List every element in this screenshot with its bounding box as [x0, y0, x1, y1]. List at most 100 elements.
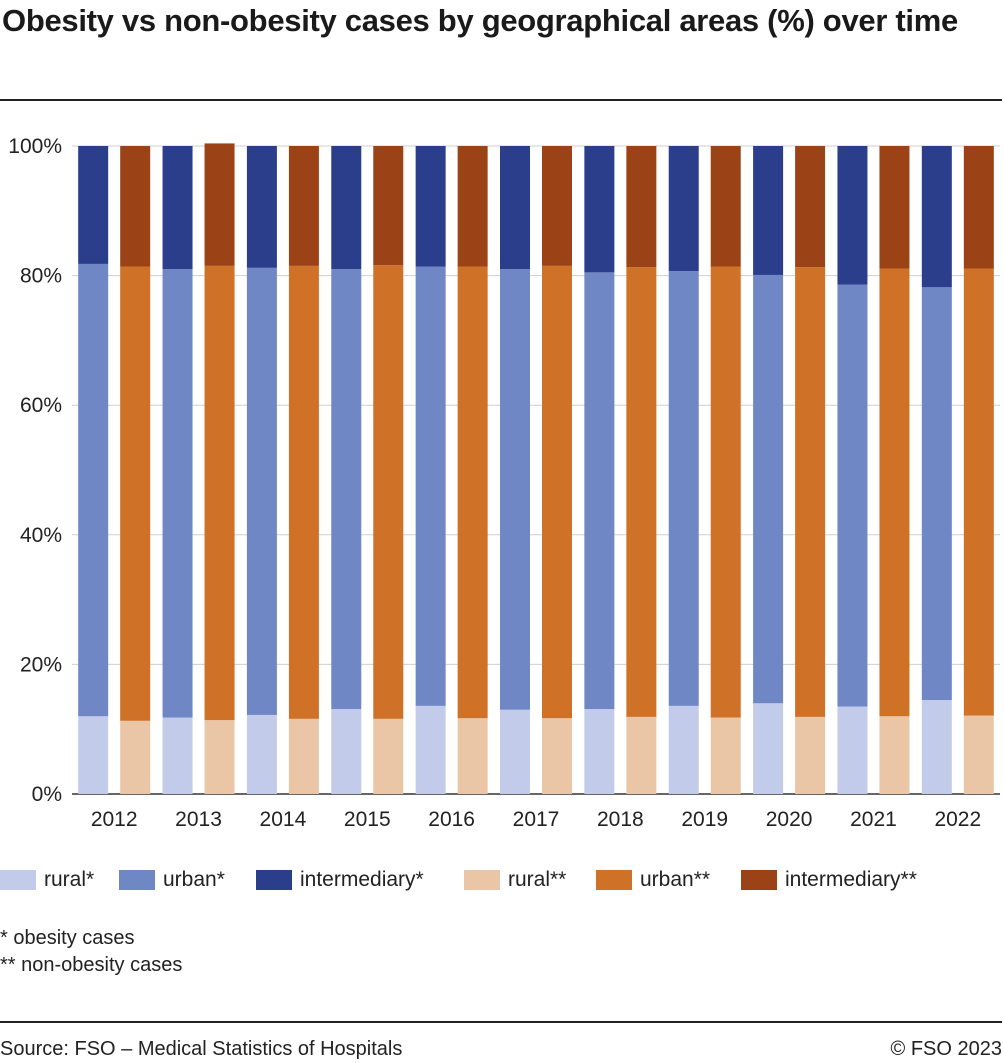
x-tick-label: 2019 — [681, 808, 728, 831]
bar-segment — [710, 146, 741, 267]
bar-segment — [120, 266, 151, 721]
bar-segment — [626, 267, 657, 717]
y-tick-label: 40% — [20, 524, 62, 547]
bar-segment — [963, 146, 994, 269]
legend-label: urban* — [163, 868, 225, 891]
bar-segment — [373, 146, 404, 266]
bar-segment — [921, 287, 952, 701]
bar-segment — [710, 717, 741, 794]
bar-segment — [204, 720, 235, 794]
bar-segment — [204, 265, 235, 721]
x-tick-label: 2016 — [428, 808, 475, 831]
bar-segment — [626, 716, 657, 794]
bar-segment — [668, 271, 699, 706]
x-tick-label: 2013 — [175, 808, 222, 831]
chart-title: Obesity vs non-obesity cases by geograph… — [2, 3, 958, 38]
bar-segment — [415, 266, 446, 706]
bar-segment — [78, 263, 109, 717]
bar-segment — [584, 146, 615, 273]
bottom-rule — [0, 1021, 1002, 1023]
bar-segment — [288, 718, 319, 794]
bar-segment — [415, 146, 446, 267]
bar-segment — [500, 709, 530, 794]
bar-segment — [331, 709, 362, 794]
legend-swatch — [741, 870, 777, 890]
y-axis-ticks: 0% 20% 40% 60% 80% 100% — [8, 135, 62, 806]
legend-swatch — [596, 870, 632, 890]
bar-segment — [542, 265, 572, 719]
bar-segment — [415, 705, 446, 794]
bar-segment — [246, 714, 277, 794]
bar-segment — [795, 146, 826, 268]
x-axis-ticks: 2012 2013 2014 2015 2016 2017 2018 2019 2020 2021… — [91, 808, 981, 831]
legend-swatch — [0, 870, 36, 890]
bar-segment — [837, 284, 868, 707]
y-tick-label: 80% — [20, 265, 62, 288]
bar-segment — [963, 268, 994, 716]
bar-segment — [373, 265, 404, 719]
bar-segment — [162, 717, 193, 794]
legend-item-urban-non-obesity: urban** — [596, 866, 710, 894]
bar-segment — [542, 718, 572, 794]
bar-segment — [837, 146, 868, 285]
x-tick-label: 2021 — [850, 808, 897, 831]
bar-segment — [162, 269, 193, 718]
bar-segment — [331, 146, 362, 270]
source-note: Source: FSO – Medical Statistics of Hosp… — [0, 1038, 403, 1060]
bar-segment — [668, 146, 699, 272]
x-tick-label: 2020 — [766, 808, 813, 831]
bar-segment — [879, 716, 910, 794]
bar-segment — [879, 268, 910, 717]
bar-segment — [288, 265, 319, 719]
bar-segment — [542, 146, 572, 266]
legend-label: intermediary* — [300, 868, 424, 891]
bar-segment — [837, 706, 868, 794]
legend-label: rural** — [508, 868, 567, 891]
legend-swatch — [464, 870, 500, 890]
bar-segment — [921, 146, 952, 288]
x-tick-label: 2022 — [934, 808, 981, 831]
y-tick-label: 0% — [32, 783, 62, 806]
legend-label: rural* — [44, 868, 95, 891]
y-tick-label: 60% — [20, 394, 62, 417]
legend-item-urban-obesity: urban* — [119, 866, 225, 894]
x-tick-label: 2018 — [597, 808, 644, 831]
bar-segment — [500, 146, 530, 270]
bar-segment — [246, 267, 277, 715]
x-tick-label: 2017 — [513, 808, 560, 831]
bar-segment — [584, 272, 615, 710]
bar-segment — [457, 718, 488, 794]
footnote-non-obesity: ** non-obesity cases — [0, 954, 183, 976]
bar-segment — [457, 266, 488, 719]
bar-segment — [921, 700, 952, 794]
bar-segment — [626, 146, 657, 268]
x-tick-label: 2014 — [260, 808, 307, 831]
bar-segment — [584, 709, 615, 794]
bar-segment — [246, 146, 277, 268]
bar-segment — [500, 269, 530, 710]
bar-segment — [753, 703, 784, 794]
footnote-obesity: * obesity cases — [0, 927, 135, 949]
bar-segment — [204, 143, 235, 266]
y-tick-label: 100% — [8, 135, 62, 158]
bar-segment — [795, 716, 826, 794]
bar-segment — [963, 715, 994, 794]
legend-item-rural-obesity: rural* — [0, 866, 94, 894]
copyright: © FSO 2023 — [890, 1038, 1002, 1060]
bar-segment — [753, 274, 784, 704]
legend-item-intermediary-non-obesity: intermediary** — [741, 866, 917, 894]
bar-segment — [795, 267, 826, 717]
bar-segment — [162, 146, 193, 270]
bar-segment — [668, 705, 699, 794]
stacked-bar-chart: 0%20%40%60%80%100% 2012 2013 2014 2015 2016 2… — [8, 135, 1000, 831]
bar-segment — [78, 716, 109, 794]
bar-segment — [288, 146, 319, 266]
bar-segment — [120, 720, 151, 794]
bar-segment — [879, 146, 910, 269]
bar-segment — [457, 146, 488, 267]
x-tick-label: 2015 — [344, 808, 391, 831]
legend-item-intermediary-obesity: intermediary* — [256, 866, 424, 894]
legend-label: intermediary** — [785, 868, 917, 891]
bar-segment — [710, 266, 741, 718]
bar-segment — [753, 146, 784, 275]
